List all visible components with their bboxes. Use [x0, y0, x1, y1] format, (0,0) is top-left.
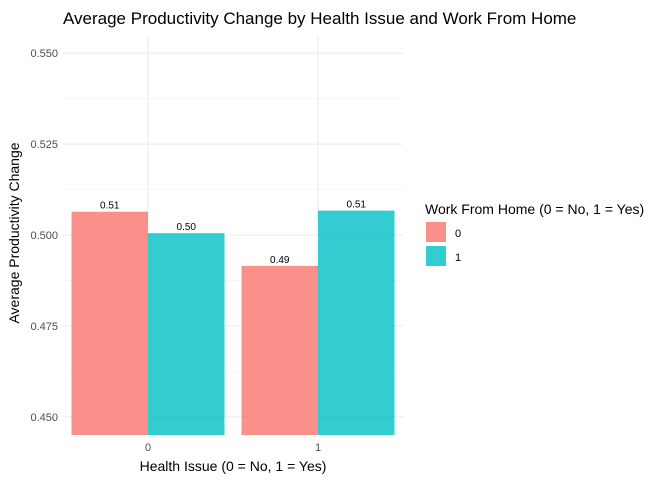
data-label: 0.51 [347, 200, 367, 211]
data-label: 0.51 [100, 201, 120, 212]
y-tick-label: 0.550 [30, 48, 58, 60]
legend-swatch-0 [426, 222, 446, 242]
data-label: 0.50 [177, 222, 197, 233]
legend-label-1: 1 [455, 252, 461, 264]
x-tick-label: 1 [315, 442, 321, 454]
bar-health-0-wfh-1 [148, 233, 225, 435]
y-tick-label: 0.525 [30, 139, 58, 151]
bar-health-0-wfh-0 [71, 211, 148, 435]
data-labels: 0.51 0.50 0.49 0.51 [100, 200, 366, 266]
y-tick-label: 0.450 [30, 412, 58, 424]
data-label: 0.49 [270, 255, 290, 266]
x-tick-label: 0 [145, 442, 151, 454]
legend-swatch-1 [426, 246, 446, 266]
chart-title: Average Productivity Change by Health Is… [63, 9, 576, 28]
x-axis-title: Health Issue (0 = No, 1 = Yes) [140, 458, 327, 474]
legend-label-0: 0 [455, 228, 461, 240]
bars [71, 210, 395, 435]
legend-title: Work From Home (0 = No, 1 = Yes) [425, 201, 644, 217]
y-axis-title: Average Productivity Change [6, 142, 22, 323]
axes: 0.450 0.475 0.500 0.525 0.550 0 1 [30, 48, 321, 454]
bar-health-1-wfh-1 [318, 210, 395, 435]
y-tick-label: 0.500 [30, 230, 58, 242]
bar-health-1-wfh-0 [241, 265, 318, 435]
legend: Work From Home (0 = No, 1 = Yes) 0 1 [425, 201, 644, 266]
y-tick-label: 0.475 [30, 321, 58, 333]
